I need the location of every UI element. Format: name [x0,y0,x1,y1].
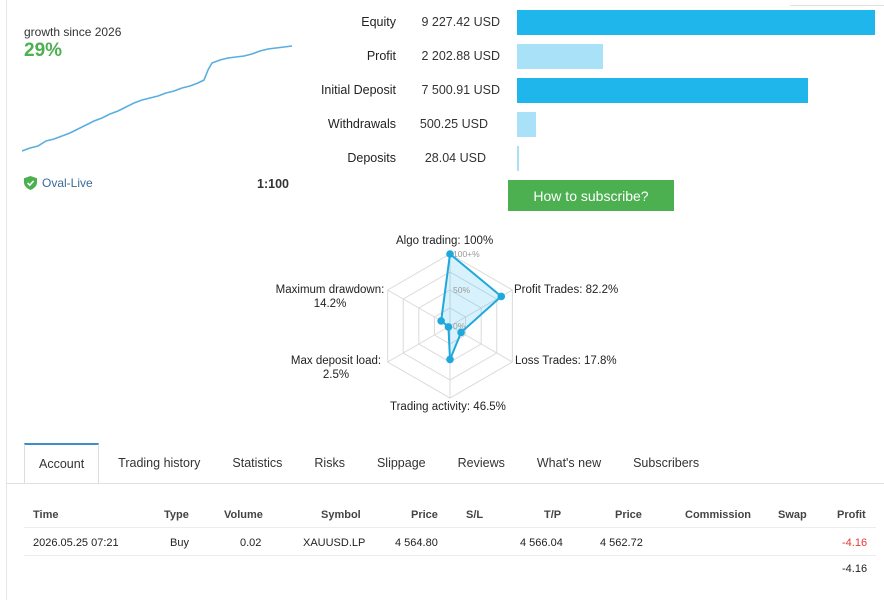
col-price-open: Price [411,509,438,521]
frame-left-border [6,0,7,600]
radar-label-trading-activity: Trading activity: 46.5% [390,401,506,413]
initial-deposit-value: 7 500.91 USD [421,83,500,97]
radar-label-max-deposit-load: Max deposit load: 2.5% [286,354,386,382]
withdrawals-label: Withdrawals [327,117,396,131]
growth-value: 29% [24,40,63,61]
cell-symbol: XAUUSD.LP [303,537,366,549]
tab-account[interactable]: Account [24,443,100,483]
equity-label: Equity [361,15,396,29]
col-tp: T/P [544,509,562,521]
cell-price-current: 4 562.72 [600,537,643,549]
total-profit: -4.16 [842,563,868,575]
radar-tick-0: 0% [453,321,466,331]
how-to-subscribe-button[interactable]: How to subscribe? [508,180,674,211]
withdrawals-value: 500.25 USD [419,117,488,131]
initial-deposit-label: Initial Deposit [320,83,396,97]
col-volume: Volume [224,509,263,521]
radar-point [446,250,454,258]
frame-top-border [790,5,884,6]
profit-label: Profit [366,49,396,63]
col-commission: Commission [685,509,752,521]
radar-point [497,292,506,301]
radar-label-algo-trading: Algo trading: 100% [396,235,494,247]
profit-bar [517,44,603,69]
tabs-divider [6,483,884,484]
account-name-label: Oval-Live [42,176,93,190]
radar-point [444,323,453,331]
equity-bar [517,10,875,35]
cell-profit: -4.16 [842,537,868,549]
radar-tick-50: 50% [453,285,470,295]
deposits-label: Deposits [347,151,396,165]
col-swap: Swap [778,509,807,521]
growth-line [22,45,293,152]
radar-spoke [387,325,451,363]
tab-subscribers[interactable]: Subscribers [633,456,700,470]
tab-bar: Account Trading history Statistics Risks… [24,443,713,483]
col-time: Time [33,509,59,521]
col-type: Type [164,509,189,521]
radar-label-max-drawdown: Maximum drawdown: 14.2% [268,283,392,311]
tab-reviews[interactable]: Reviews [457,456,505,470]
radar-label-max-drawdown-value: 14.2% [313,298,347,310]
radar-label-profit-trades: Profit Trades: 82.2% [514,284,619,296]
deposits-bar [517,146,519,171]
profit-value: 2 202.88 USD [421,49,500,63]
radar-label-max-drawdown-title: Maximum drawdown: [275,284,385,296]
col-symbol: Symbol [321,509,361,521]
verified-shield-icon [24,176,37,190]
radar-points [437,250,506,364]
cell-time: 2026.05.25 07:21 [33,537,119,549]
deposits-value: 28.04 USD [424,151,486,165]
radar-point [446,355,454,364]
equity-value: 9 227.42 USD [421,15,500,29]
col-price-current: Price [615,509,642,521]
radar-point [437,317,445,325]
growth-title: growth since 2026 [24,25,122,39]
radar-label-loss-trades: Loss Trades: 17.8% [515,355,617,367]
row-divider [24,555,876,556]
col-sl: S/L [466,509,484,521]
radar-chart: 100+% 50% 0% [387,249,513,399]
tab-risks[interactable]: Risks [314,456,345,470]
radar-area [440,252,503,360]
tab-trading-history[interactable]: Trading history [118,456,201,470]
leverage: 1:100 [257,177,289,191]
tab-whats-new[interactable]: What's new [536,456,602,470]
withdrawals-bar [517,112,536,137]
header-divider [24,527,876,528]
radar-label-max-deposit-load-title: Max deposit load: [290,355,382,367]
col-profit: Profit [837,509,866,521]
cell-price-open: 4 564.80 [395,537,438,549]
tab-slippage[interactable]: Slippage [376,456,426,470]
radar-label-max-deposit-load-value: 2.5% [322,369,350,381]
growth-chart [22,45,293,152]
cell-tp: 4 566.04 [520,537,563,549]
radar-point [457,328,465,337]
cell-type: Buy [170,537,189,549]
cell-volume: 0.02 [240,537,262,549]
account-name[interactable]: Oval-Live [24,176,93,190]
radar-tick-100: 100+% [453,249,480,259]
tab-statistics[interactable]: Statistics [232,456,283,470]
initial-deposit-bar [517,78,808,103]
